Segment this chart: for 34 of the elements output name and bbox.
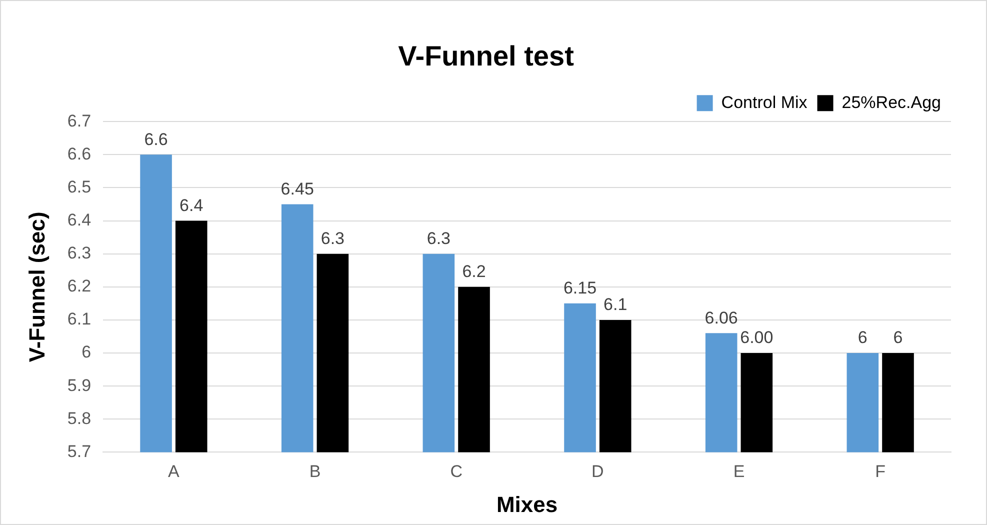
y-tick-label: 6.2 (67, 276, 92, 296)
y-tick-label: 5.8 (67, 408, 92, 428)
chart-title: V-Funnel test (398, 40, 574, 72)
x-axis-title: Mixes (496, 492, 558, 517)
y-axis-title: V-Funnel (sec) (24, 212, 50, 362)
x-tick-label: E (733, 462, 745, 482)
x-tick-label: F (875, 462, 886, 482)
legend-label: 25%Rec.Agg (842, 92, 942, 112)
data-label: 6.06 (704, 308, 738, 328)
data-label: 6.4 (180, 196, 204, 215)
legend-label: Control Mix (721, 92, 808, 112)
y-tick-label: 6 (82, 342, 92, 362)
y-tick-label: 6.1 (67, 310, 92, 329)
y-tick-label: 6.4 (67, 210, 92, 230)
data-label: 6.1 (604, 295, 628, 314)
data-label: 6.3 (320, 229, 345, 248)
data-label: 6 (858, 328, 868, 348)
data-label: 6.2 (462, 262, 486, 282)
x-tick-label: C (450, 462, 462, 482)
y-tick-label: 6.7 (67, 111, 92, 130)
x-tick-label: A (168, 462, 180, 482)
data-label: 6.00 (740, 328, 774, 348)
data-label: 6 (893, 328, 903, 348)
data-label: 6.6 (144, 130, 168, 149)
y-tick-label: 6.5 (67, 177, 92, 196)
x-tick-label: B (309, 462, 321, 482)
data-label: 6.3 (426, 229, 451, 248)
x-tick-label: D (592, 462, 604, 482)
data-label: 6.45 (280, 179, 314, 198)
data-label: 6.15 (563, 278, 597, 298)
y-tick-label: 5.9 (67, 376, 92, 395)
y-tick-label: 5.7 (67, 442, 92, 461)
y-tick-label: 6.6 (67, 144, 92, 164)
y-tick-label: 6.3 (67, 244, 92, 263)
